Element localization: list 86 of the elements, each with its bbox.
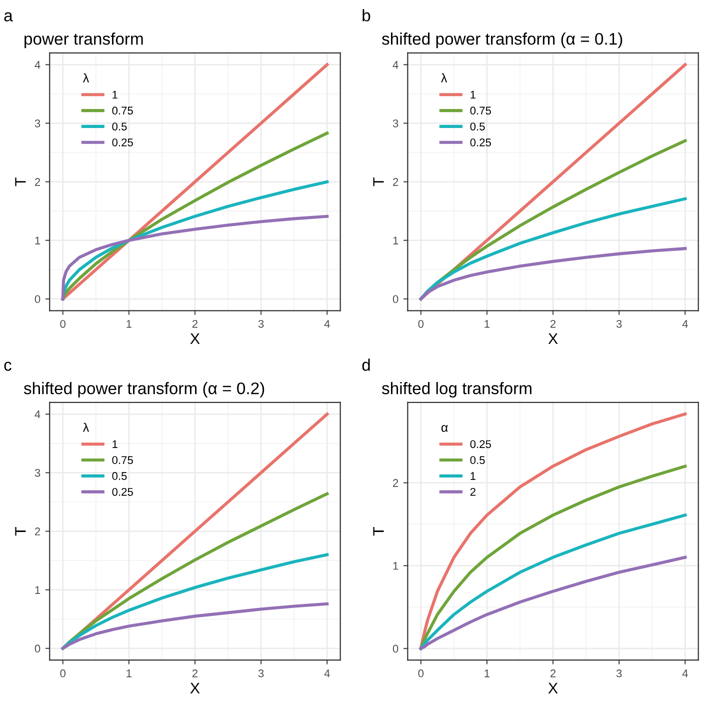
y-tick-label: 3	[34, 119, 40, 128]
chart-title: power transform	[24, 32, 143, 48]
y-tick-label: 1	[393, 236, 398, 244]
line-series	[61, 553, 329, 650]
line-series	[419, 556, 687, 650]
y-axis-title: T	[15, 177, 26, 186]
y-axis-title: T	[15, 526, 26, 536]
x-tick-label: 3	[616, 669, 622, 678]
y-tick-label: 3	[34, 468, 40, 477]
x-tick-label: 0	[418, 669, 424, 678]
y-tick-label: 0	[392, 295, 398, 304]
x-tick-label: 4	[324, 670, 330, 678]
legend-label: 0.75	[112, 106, 133, 115]
x-tick-label: 2	[192, 669, 198, 678]
x-axis-title: X	[190, 682, 200, 694]
text: c	[4, 362, 12, 371]
line-series	[419, 247, 687, 300]
x-tick-label: 3	[258, 320, 264, 328]
y-tick-label: 2	[393, 479, 398, 487]
x-tick-label: 1	[126, 320, 132, 328]
x-tick-label: 0	[418, 320, 424, 328]
y-tick-label: 4	[34, 410, 40, 418]
x-tick-label: 0	[60, 320, 66, 328]
line-series	[61, 132, 329, 300]
legend-title: λ	[441, 73, 448, 82]
legend-label: 0.25	[112, 488, 133, 496]
x-tick-label: 2	[192, 320, 198, 328]
x-tick-label: 4	[682, 670, 688, 678]
chart-title: shifted power transform (α = 0.2)	[24, 382, 264, 398]
legend-label: 0.75	[470, 106, 491, 115]
line-series	[61, 214, 329, 300]
y-tick-label: 1	[393, 562, 398, 570]
legend-label: 0.25	[470, 440, 491, 448]
x-tick-label: 1	[484, 670, 490, 678]
x-tick-label: 2	[550, 669, 556, 678]
y-tick-label: 2	[34, 178, 40, 186]
x-axis-title: X	[548, 333, 558, 344]
y-tick-label: 4	[392, 61, 398, 69]
x-tick-label: 3	[258, 669, 264, 678]
legend-label: 1	[470, 472, 476, 480]
x-tick-label: 4	[324, 320, 330, 328]
legend-label: 0.5	[470, 456, 485, 464]
y-tick-label: 2	[393, 178, 398, 186]
line-series	[419, 197, 687, 300]
line-series	[419, 514, 687, 650]
legend-title: λ	[82, 73, 90, 82]
legend-label: 0.75	[112, 456, 133, 464]
x-tick-label: 1	[126, 670, 132, 678]
x-tick-label: 3	[616, 320, 622, 328]
line-series	[61, 63, 329, 300]
legend-label: 0.5	[470, 122, 485, 130]
legend-label: 0.5	[112, 472, 127, 480]
y-tick-label: 1	[35, 586, 40, 594]
x-axis-title: X	[548, 682, 558, 694]
y-tick-label: 3	[392, 119, 398, 128]
text: a	[4, 12, 13, 22]
legend-label: 1	[112, 440, 118, 448]
y-tick-label: 0	[392, 644, 398, 653]
text: b	[362, 9, 370, 22]
y-axis-title: T	[373, 177, 384, 186]
legend-label: 0.5	[112, 122, 127, 130]
x-tick-label: 1	[484, 320, 490, 328]
y-tick-label: 1	[35, 236, 40, 244]
x-tick-label: 0	[60, 669, 66, 678]
legend-title: α	[441, 425, 448, 432]
y-tick-label: 0	[34, 644, 40, 653]
x-axis-title: X	[190, 333, 200, 344]
y-tick-label: 0	[34, 295, 40, 304]
chart-title: shifted log transform	[382, 382, 532, 398]
legend-title: λ	[82, 422, 90, 432]
y-tick-label: 4	[34, 61, 40, 69]
legend-label: 1	[112, 90, 118, 99]
y-tick-label: 2	[34, 528, 40, 536]
legend-label: 0.25	[470, 138, 491, 146]
legend-label: 2	[470, 488, 476, 496]
legend-label: 1	[470, 90, 476, 99]
y-axis-title: T	[373, 526, 384, 536]
line-series	[419, 412, 687, 650]
x-tick-label: 2	[550, 320, 556, 328]
chart-title: shifted power transform (α = 0.1)	[382, 32, 622, 48]
legend-label: 0.25	[112, 138, 133, 146]
line-series	[61, 602, 329, 650]
x-tick-label: 4	[682, 320, 688, 328]
text: d	[362, 358, 370, 371]
line-series	[61, 180, 329, 300]
line-series	[419, 464, 687, 650]
